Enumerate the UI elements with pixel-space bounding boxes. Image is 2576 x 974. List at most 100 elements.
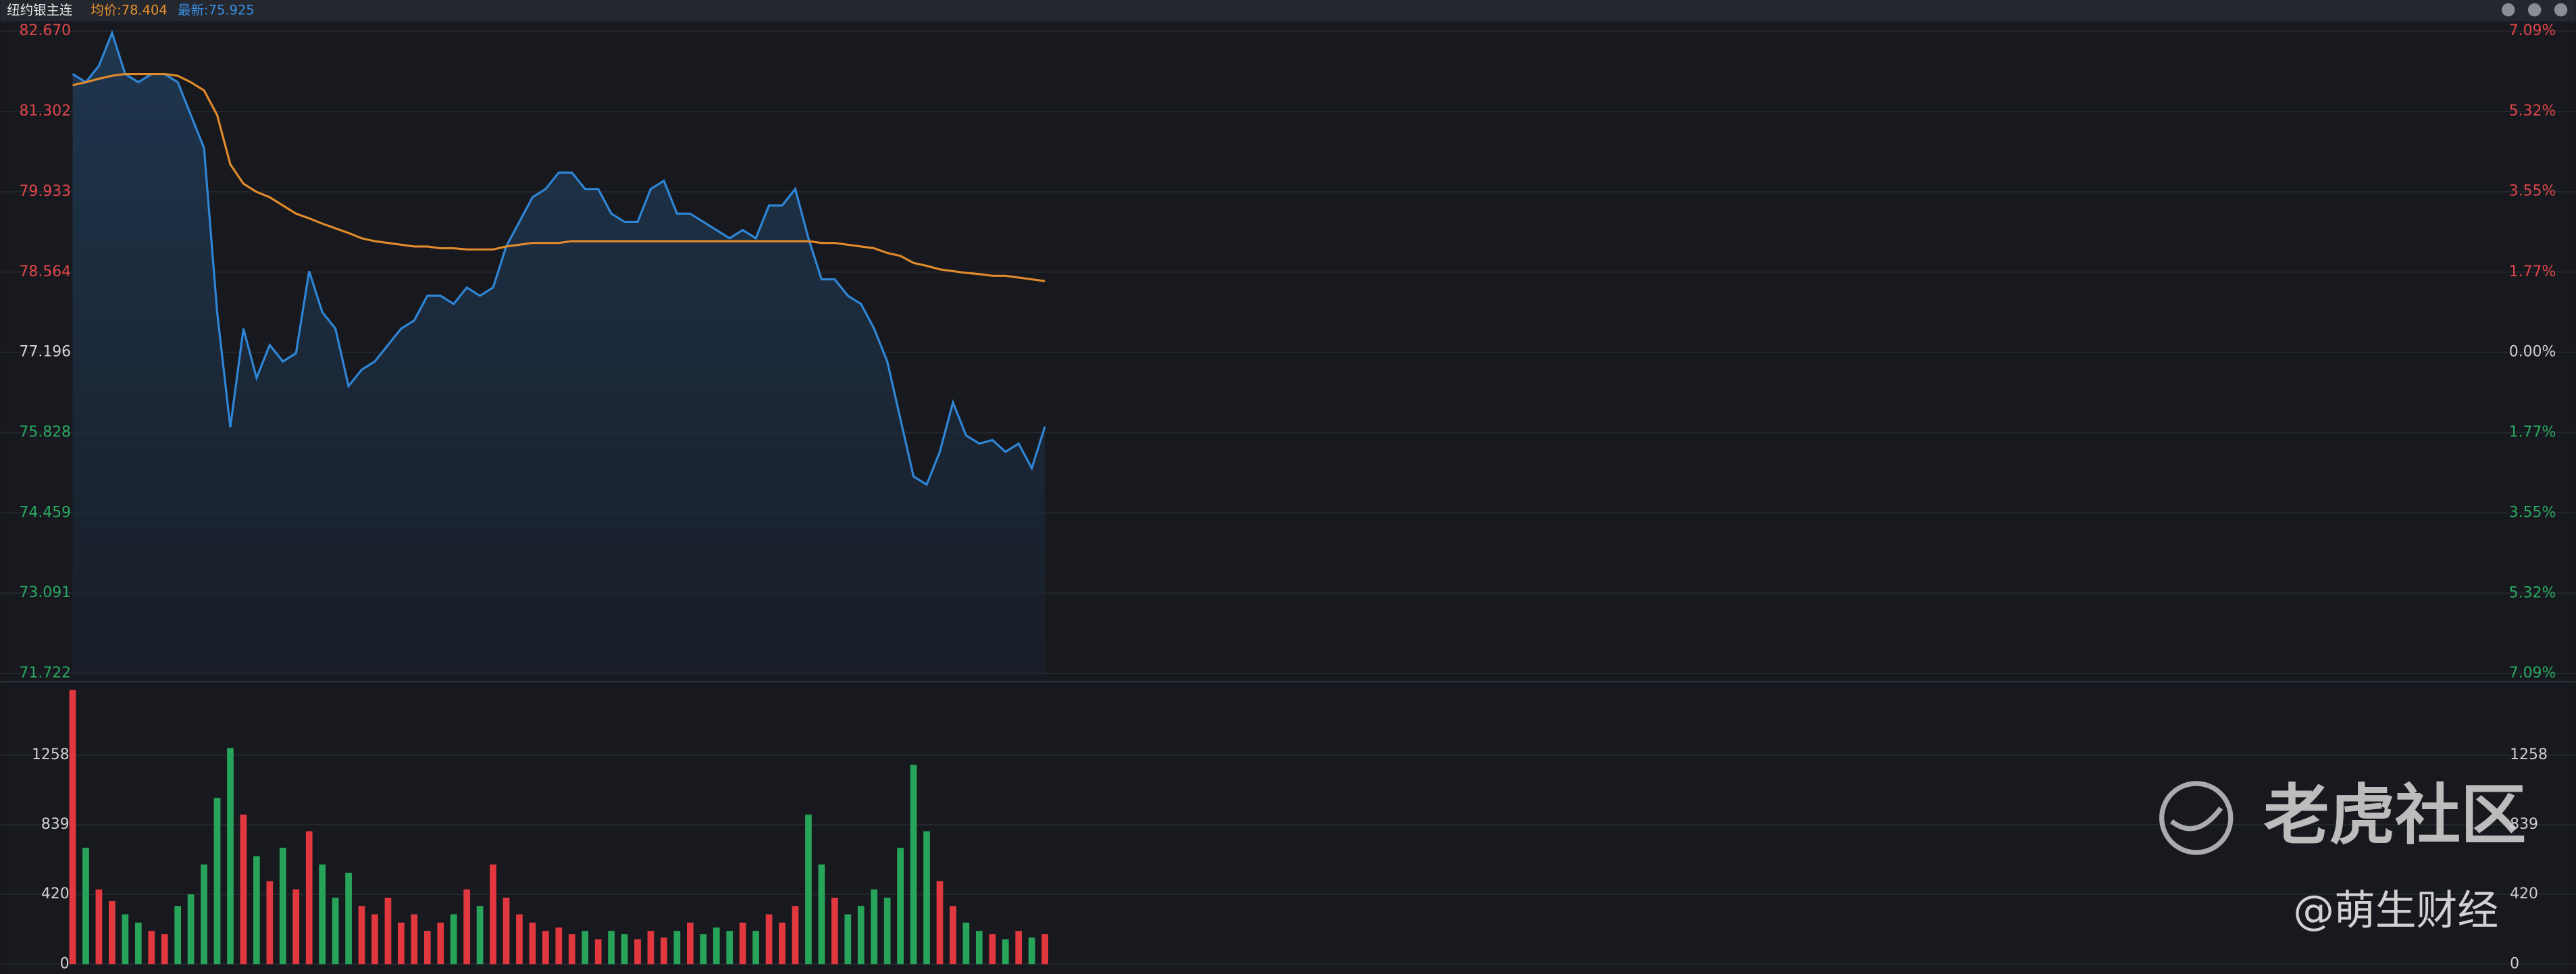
volume-bar	[319, 864, 326, 965]
volume-bar	[490, 864, 496, 965]
volume-bar	[713, 927, 720, 965]
volume-bar	[752, 931, 759, 965]
volume-bar	[1002, 939, 1009, 965]
volume-bar	[765, 914, 773, 965]
volume-bar	[700, 934, 707, 965]
y-tick-label: 71.722	[20, 665, 72, 682]
volume-bar	[857, 906, 865, 965]
volume-bar	[371, 914, 378, 965]
y2-tick-label: 0.00%	[2509, 344, 2556, 361]
y-tick-label: 1258	[32, 746, 70, 763]
volume-bar	[476, 906, 484, 965]
y2-tick-label: 1.77%	[2509, 424, 2556, 440]
watermark-brand: 老虎社区	[2263, 777, 2526, 853]
volume-bar	[332, 897, 339, 965]
volume-bar	[201, 864, 207, 965]
y-tick-label: 77.196	[20, 344, 72, 361]
volume-bar	[529, 922, 536, 965]
volume-bar	[726, 931, 733, 965]
volume-bar	[213, 798, 221, 965]
y2-tick-label: 3.55%	[2509, 183, 2556, 200]
average-line	[72, 73, 1046, 282]
volume-bar	[109, 900, 115, 965]
volume-bar	[989, 934, 996, 965]
y2-tick-label: 7.09%	[2509, 22, 2556, 39]
volume-bar	[568, 934, 575, 965]
price-area	[72, 32, 1046, 673]
volume-bar	[411, 914, 418, 965]
average-price: 均价:78.404	[91, 2, 167, 18]
volume-bar	[844, 914, 852, 965]
header-bar	[0, 0, 2576, 22]
volume-bar	[950, 906, 956, 965]
volume-bar	[122, 914, 129, 965]
volume-bar	[936, 881, 944, 965]
volume-bar	[82, 848, 89, 965]
volume-bar	[292, 889, 300, 965]
volume-bar	[148, 931, 155, 965]
plot-area: 82.670 81.302 79.933 78.564 77.196 75.828 74.4…	[0, 22, 2576, 972]
volume-bar	[463, 889, 471, 965]
volume-bar	[1028, 938, 1035, 965]
y-tick-label: 79.933	[20, 183, 72, 200]
volume-bar	[266, 881, 274, 965]
volume-bar	[69, 690, 76, 965]
y-tick-label: 420	[41, 886, 70, 902]
y-tick-label: 82.670	[20, 22, 72, 39]
y2-tick-label: 3.55%	[2509, 505, 2556, 521]
volume-bar	[423, 931, 431, 965]
volume-bar	[542, 931, 549, 965]
zoom-in-button[interactable]	[2502, 3, 2515, 17]
volume-bar	[187, 894, 195, 965]
price-line	[72, 30, 1046, 486]
y-tick-label-right: 839	[2510, 816, 2538, 833]
y-tick-label: 78.564	[20, 263, 72, 280]
volume-bar	[134, 922, 142, 965]
y-tick-label: 74.459	[20, 504, 72, 521]
watermark-logo	[2159, 781, 2234, 855]
volume-bar	[450, 914, 457, 965]
volume-bar	[910, 765, 917, 965]
volume-bar	[227, 748, 234, 965]
volume-bar	[437, 922, 444, 965]
y-tick-label: 81.302	[20, 103, 72, 120]
volume-bar	[805, 814, 812, 965]
y2-tick-label: 7.09%	[2509, 665, 2556, 682]
volume-bar	[608, 931, 615, 965]
volume-bar	[345, 873, 352, 965]
volume-bar	[883, 897, 891, 965]
chart-title: 纽约银主连	[7, 2, 72, 18]
y-tick-label: 73.091	[20, 584, 72, 601]
volume-bar	[779, 922, 785, 965]
watermark-logo-mark	[2169, 806, 2223, 831]
volume-bar	[831, 897, 838, 965]
volume-bar	[398, 922, 405, 965]
y-tick-label: 0	[60, 955, 70, 972]
volume-bar	[305, 831, 313, 965]
y2-tick-label: 5.32%	[2509, 584, 2556, 601]
volume-bar	[594, 939, 602, 965]
volume-bar	[673, 931, 681, 965]
volume-bar	[975, 931, 983, 965]
volume-bar	[1015, 931, 1023, 965]
volume-bar	[582, 931, 589, 965]
settings-button[interactable]	[2554, 3, 2568, 17]
volume-bar	[923, 831, 930, 965]
volume-bar	[95, 889, 103, 965]
volume-bar	[516, 914, 523, 965]
y2-tick-label: 5.32%	[2509, 103, 2556, 120]
volume-bar	[686, 922, 694, 965]
y-tick-label-right: 1258	[2510, 746, 2548, 763]
zoom-out-button[interactable]	[2527, 3, 2542, 17]
y-tick-label: 839	[41, 816, 70, 833]
y-tick-label: 75.828	[20, 424, 72, 440]
volume-bar	[634, 939, 641, 965]
volume-bar	[621, 934, 628, 965]
volume-bar	[358, 906, 365, 965]
volume-bar	[818, 864, 825, 965]
volume-bar	[871, 889, 878, 965]
volume-bar	[240, 814, 247, 965]
volume-bar	[279, 848, 286, 965]
volume-bar	[161, 934, 168, 965]
